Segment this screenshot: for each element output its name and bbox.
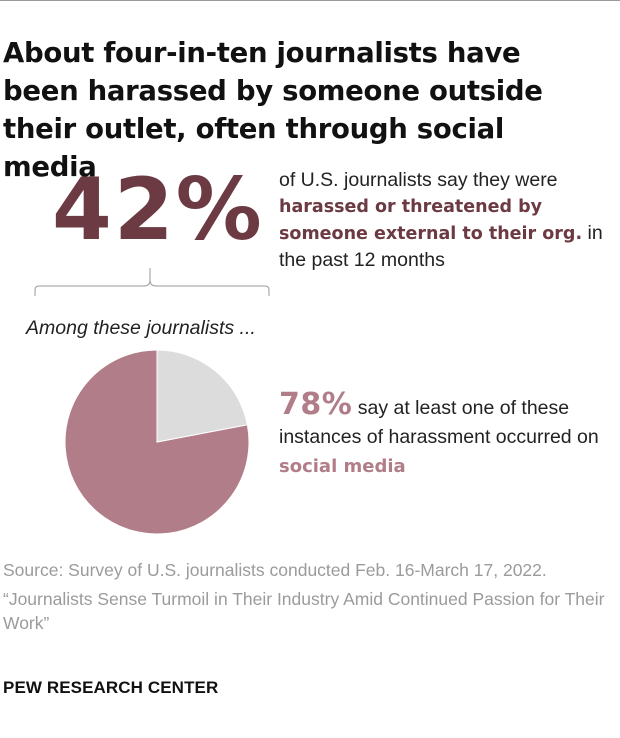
headline-text-after: in the past 12 months (279, 222, 603, 271)
report-title: “Journalists Sense Turmoil in Their Indu… (3, 588, 605, 634)
bracket-connector (34, 268, 270, 296)
headline-highlight: harassed or threatened by someone extern… (279, 197, 583, 244)
pie-highlight: social media (279, 456, 406, 477)
chart-title: About four-in-ten journalists have been … (3, 37, 543, 183)
headline-description: of U.S. journalists say they were harass… (279, 167, 609, 273)
pie-description: 78% say at least one of these instances … (279, 390, 609, 481)
pie-slice-other (156, 349, 248, 443)
top-rule (0, 0, 620, 1)
organization-name: PEW RESEARCH CENTER (3, 678, 219, 697)
headline-percentage: 42% (52, 160, 264, 260)
subgroup-label: Among these journalists ... (26, 317, 256, 339)
pie-percentage: 78% (279, 387, 353, 422)
pie-chart (64, 349, 250, 535)
pie-slice-social-media (64, 349, 250, 535)
source-notes: Source: Survey of U.S. journalists condu… (3, 558, 613, 640)
pie-text-before: say at least one of these instances of h… (279, 397, 599, 448)
headline-text-before: of U.S. journalists say they were (279, 169, 558, 191)
source-line: Source: Survey of U.S. journalists condu… (3, 560, 547, 580)
